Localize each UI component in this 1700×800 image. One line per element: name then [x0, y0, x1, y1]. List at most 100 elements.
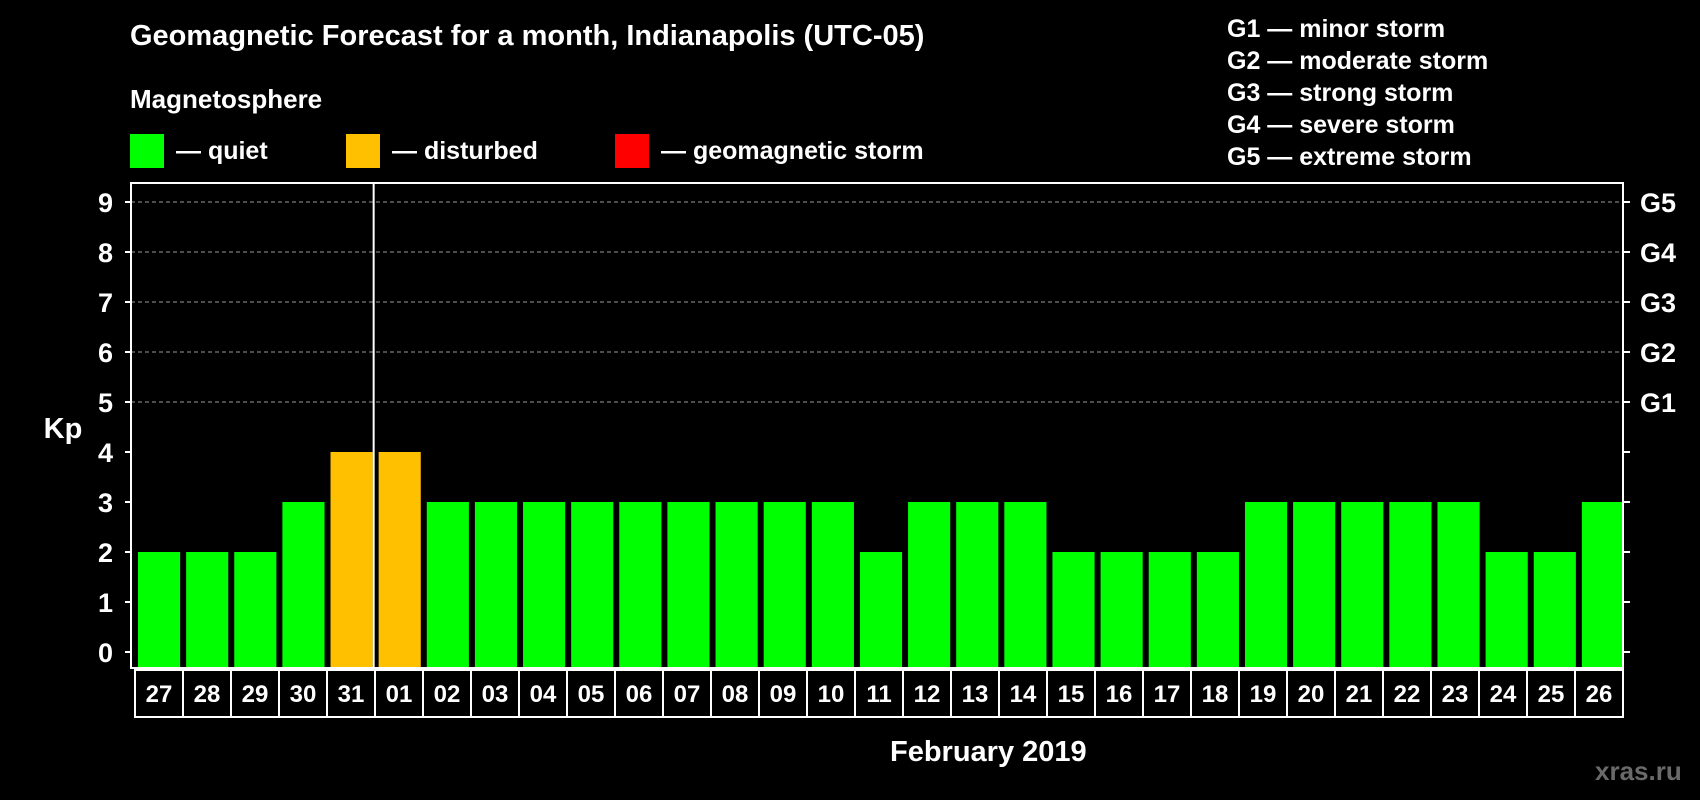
x-category-label-13: 13: [962, 681, 989, 708]
grid-layer: [131, 201, 1623, 403]
chart-title: Geomagnetic Forecast for a month, Indian…: [130, 20, 925, 52]
x-category-label-03: 03: [482, 681, 509, 708]
bar-11: [859, 552, 903, 667]
x-category-label-06: 06: [626, 681, 653, 708]
bar-03: [474, 502, 518, 667]
legend-storm: — geomagnetic storm: [615, 134, 924, 168]
legend-swatch-disturbed: [346, 134, 380, 168]
x-category-label-14: 14: [1010, 681, 1037, 708]
x-category-label-20: 20: [1298, 681, 1325, 708]
bar-01: [378, 452, 421, 667]
x-category-label-26: 26: [1586, 681, 1613, 708]
x-category-label-19: 19: [1250, 681, 1277, 708]
x-category-frame: [134, 669, 1624, 718]
x-category-label-17: 17: [1154, 681, 1181, 708]
bar-layer: [138, 452, 1624, 667]
bar-31: [330, 452, 373, 667]
bar-29: [234, 552, 277, 667]
ytick-label-4: 4: [98, 438, 113, 468]
bar-04: [523, 502, 566, 667]
x-category-label-22: 22: [1394, 681, 1421, 708]
storm-scale-g4: G4 — severe storm: [1227, 111, 1455, 139]
x-category-label-16: 16: [1106, 681, 1133, 708]
storm-scale-g2: G2 — moderate storm: [1227, 47, 1489, 75]
legend-swatch-storm: [615, 134, 649, 168]
bar-05: [571, 502, 614, 667]
x-category-label-21: 21: [1346, 681, 1373, 708]
bar-02: [426, 502, 469, 667]
ytick-label-7: 7: [98, 288, 113, 318]
ytick-label-1: 1: [98, 588, 113, 618]
bar-10: [811, 502, 854, 667]
x-category-label-05: 05: [578, 681, 605, 708]
bar-28: [186, 552, 229, 667]
x-category-label-28: 28: [194, 681, 221, 708]
bar-16: [1100, 552, 1143, 667]
bar-08: [715, 502, 758, 667]
legend-swatch-quiet: [130, 134, 164, 168]
gscale-label-G1: G1: [1640, 388, 1676, 418]
chart-subtitle: Magnetosphere: [130, 84, 323, 114]
bar-13: [956, 502, 999, 667]
watermark: xras.ru: [1595, 756, 1682, 786]
plot-frame: [130, 182, 1624, 669]
ytick-label-5: 5: [98, 388, 113, 418]
tick-layer: 0 1 2 3 4 5 6 7 8 9 G1 G2 G3 G4 G5: [98, 188, 1676, 668]
bar-14: [1004, 502, 1047, 667]
bar-17: [1148, 552, 1191, 667]
bar-23: [1437, 502, 1480, 667]
x-category-label-07: 07: [674, 681, 701, 708]
bar-19: [1244, 502, 1288, 667]
ytick-label-3: 3: [98, 488, 113, 518]
ytick-label-0: 0: [98, 638, 113, 668]
storm-scale-legend: G1 — minor storm G2 — moderate storm G3 …: [1227, 13, 1488, 173]
legend-label-quiet: — quiet: [176, 136, 268, 165]
bar-24: [1485, 552, 1528, 667]
x-category-label-11: 11: [866, 681, 891, 708]
x-category-label-12: 12: [914, 681, 941, 708]
x-category-label-27: 27: [146, 681, 173, 708]
bar-18: [1196, 552, 1239, 667]
legend-quiet: — quiet: [130, 134, 268, 168]
x-category-label-01: 01: [386, 681, 413, 708]
x-category-label-31: 31: [338, 681, 365, 708]
ytick-label-6: 6: [98, 338, 113, 368]
gscale-label-G4: G4: [1640, 238, 1676, 268]
ytick-label-9: 9: [98, 188, 113, 218]
x-category-label-18: 18: [1202, 681, 1229, 708]
gscale-label-G5: G5: [1640, 188, 1676, 218]
x-category-label-02: 02: [434, 681, 461, 708]
bar-25: [1533, 552, 1576, 667]
bar-06: [619, 502, 662, 667]
bar-20: [1293, 502, 1336, 667]
x-category-label-09: 09: [770, 681, 797, 708]
x-category-label-24: 24: [1490, 681, 1517, 708]
legend-disturbed: — disturbed: [346, 134, 538, 168]
x-category-layer: 27 28 29 30 31 01 02 03 04 05 06 07 08 09 10 11 12 13 14 15…: [134, 669, 1624, 718]
ytick-label-2: 2: [98, 538, 113, 568]
storm-scale-g5: G5 — extreme storm: [1227, 143, 1472, 171]
x-category-label-29: 29: [242, 681, 269, 708]
bar-26: [1581, 502, 1624, 667]
bar-21: [1341, 502, 1384, 667]
x-category-label-23: 23: [1442, 681, 1469, 708]
x-category-label-08: 08: [722, 681, 749, 708]
storm-scale-g1: G1 — minor storm: [1227, 15, 1446, 43]
bar-27: [138, 552, 181, 667]
x-category-label-10: 10: [818, 681, 845, 708]
x-category-label-04: 04: [530, 681, 557, 708]
bar-07: [667, 502, 710, 667]
ytick-label-8: 8: [98, 238, 113, 268]
x-category-label-15: 15: [1058, 681, 1085, 708]
legend-label-storm: — geomagnetic storm: [661, 136, 924, 165]
x-category-label-30: 30: [290, 681, 317, 708]
storm-scale-g3: G3 — strong storm: [1227, 79, 1454, 107]
bar-22: [1389, 502, 1432, 667]
gscale-label-G2: G2: [1640, 338, 1676, 368]
y-axis-label: Kp: [44, 413, 83, 445]
legend-label-disturbed: — disturbed: [392, 136, 538, 165]
bar-09: [763, 502, 806, 667]
bar-15: [1052, 552, 1095, 667]
bar-30: [282, 502, 325, 667]
